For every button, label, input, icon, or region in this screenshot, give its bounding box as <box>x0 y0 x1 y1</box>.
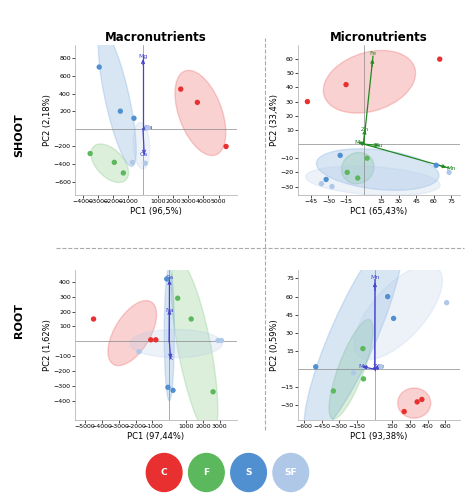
Point <box>86 150 94 158</box>
Point <box>443 298 450 306</box>
X-axis label: PC1 (65,43%): PC1 (65,43%) <box>350 207 408 216</box>
Ellipse shape <box>323 50 416 113</box>
Ellipse shape <box>130 330 222 357</box>
Point <box>169 386 177 394</box>
Point <box>144 124 151 132</box>
Point <box>174 294 182 302</box>
Point <box>214 336 222 344</box>
X-axis label: PC1 (93,38%): PC1 (93,38%) <box>350 432 408 441</box>
Y-axis label: PC2 (0,59%): PC2 (0,59%) <box>270 319 280 371</box>
Text: ROOT: ROOT <box>14 302 24 338</box>
Text: SF: SF <box>285 468 297 477</box>
Point <box>446 168 453 176</box>
Text: K: K <box>168 356 173 361</box>
Text: Na: Na <box>165 308 174 312</box>
Text: Mg: Mg <box>138 54 148 59</box>
Point <box>129 158 136 166</box>
Text: S: S <box>245 468 252 477</box>
Y-axis label: PC2 (2,18%): PC2 (2,18%) <box>44 94 53 146</box>
X-axis label: PC1 (96,5%): PC1 (96,5%) <box>130 207 182 216</box>
Point <box>163 275 171 283</box>
Text: Ca: Ca <box>140 152 148 157</box>
Point <box>130 114 138 122</box>
Point <box>360 375 367 383</box>
Ellipse shape <box>171 260 218 437</box>
Text: Cu: Cu <box>375 143 383 148</box>
Point <box>401 408 408 416</box>
Point <box>330 387 337 395</box>
Point <box>418 396 426 404</box>
Point <box>147 336 155 344</box>
Point <box>343 168 351 176</box>
Point <box>135 348 143 356</box>
Point <box>363 154 371 162</box>
Point <box>303 98 311 106</box>
Ellipse shape <box>317 149 439 190</box>
Y-axis label: PC2 (33,4%): PC2 (33,4%) <box>270 94 280 146</box>
Point <box>384 292 392 300</box>
Text: Zn: Zn <box>361 127 369 132</box>
Text: Mn: Mn <box>446 166 455 172</box>
Y-axis label: PC2 (1,62%): PC2 (1,62%) <box>44 319 53 371</box>
X-axis label: PC1 (97,44%): PC1 (97,44%) <box>127 432 184 441</box>
Point <box>209 388 217 396</box>
Point <box>117 107 124 115</box>
Point <box>312 363 319 371</box>
Point <box>218 336 225 344</box>
Text: Zn: Zn <box>373 364 381 369</box>
Text: Cu: Cu <box>377 364 385 369</box>
Text: SHOOT: SHOOT <box>14 113 24 157</box>
Point <box>322 176 330 184</box>
Ellipse shape <box>133 122 150 169</box>
Point <box>354 174 362 182</box>
Point <box>378 363 385 371</box>
Ellipse shape <box>341 152 374 184</box>
Text: Fe: Fe <box>370 52 377 57</box>
Point <box>342 80 350 88</box>
Title: Micronutrients: Micronutrients <box>330 31 428 44</box>
Point <box>318 180 325 188</box>
Point <box>222 142 230 150</box>
Point <box>336 152 344 160</box>
Point <box>359 344 367 352</box>
Text: Mn: Mn <box>370 275 379 280</box>
Point <box>436 55 444 63</box>
Ellipse shape <box>354 265 442 360</box>
Point <box>164 384 172 392</box>
Title: Macronutrients: Macronutrients <box>105 31 207 44</box>
Ellipse shape <box>98 31 136 166</box>
Text: Mg: Mg <box>358 364 368 369</box>
Ellipse shape <box>91 144 129 182</box>
Ellipse shape <box>329 320 373 419</box>
Text: F: F <box>203 468 210 477</box>
Text: Na: Na <box>144 126 153 130</box>
Point <box>96 63 103 71</box>
Ellipse shape <box>398 388 431 418</box>
Point <box>188 315 195 323</box>
Text: Mo: Mo <box>354 140 363 145</box>
Point <box>90 315 97 323</box>
Point <box>120 169 127 177</box>
Point <box>194 98 201 106</box>
Point <box>177 85 184 93</box>
Ellipse shape <box>164 267 174 400</box>
Ellipse shape <box>306 166 440 196</box>
Ellipse shape <box>304 232 403 438</box>
Text: Ca: Ca <box>166 274 174 280</box>
Ellipse shape <box>175 70 226 156</box>
Point <box>152 336 159 344</box>
Point <box>432 162 440 170</box>
Point <box>350 369 357 377</box>
Point <box>413 398 421 406</box>
Point <box>142 159 149 167</box>
Point <box>111 158 118 166</box>
Ellipse shape <box>108 300 157 366</box>
Point <box>390 314 397 322</box>
Point <box>328 182 336 190</box>
Text: C: C <box>161 468 167 477</box>
